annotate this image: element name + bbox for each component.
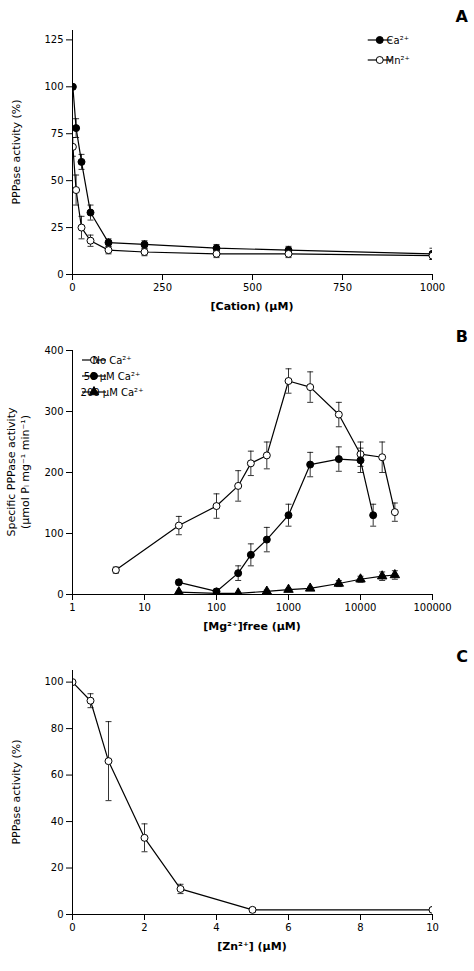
- svg-text:10: 10: [426, 922, 439, 933]
- svg-text:80: 80: [51, 723, 64, 734]
- svg-text:750: 750: [333, 282, 352, 293]
- svg-text:1: 1: [69, 602, 75, 613]
- svg-text:Mn²⁺: Mn²⁺: [386, 55, 410, 66]
- svg-text:0: 0: [69, 282, 75, 293]
- svg-text:100: 100: [44, 676, 63, 687]
- svg-text:[Zn²⁺] (μM): [Zn²⁺] (μM): [217, 940, 286, 953]
- svg-text:1000: 1000: [276, 602, 301, 613]
- svg-text:100: 100: [207, 602, 226, 613]
- svg-text:10: 10: [138, 602, 151, 613]
- svg-text:PPPase activity (%): PPPase activity (%): [10, 99, 23, 204]
- svg-text:400: 400: [44, 345, 63, 356]
- svg-text:[Cation) (μM): [Cation) (μM): [211, 300, 294, 313]
- svg-text:100000: 100000: [413, 602, 451, 613]
- svg-text:20: 20: [51, 862, 64, 873]
- svg-text:C: C: [456, 647, 468, 666]
- svg-text:[Mg²⁺]free (μM): [Mg²⁺]free (μM): [203, 620, 301, 633]
- svg-text:25: 25: [51, 222, 64, 233]
- svg-text:0: 0: [69, 922, 75, 933]
- svg-text:B: B: [456, 327, 468, 346]
- svg-text:60: 60: [51, 769, 64, 780]
- svg-text:0: 0: [57, 269, 63, 280]
- svg-text:500: 500: [243, 282, 262, 293]
- svg-text:200: 200: [44, 467, 63, 478]
- svg-text:75: 75: [51, 128, 64, 139]
- svg-text:PPPase activity (%): PPPase activity (%): [10, 739, 23, 844]
- svg-text:300: 300: [44, 406, 63, 417]
- svg-text:10000: 10000: [345, 602, 377, 613]
- svg-text:50 μM Ca²⁺: 50 μM Ca²⁺: [84, 371, 140, 382]
- svg-text:4: 4: [213, 922, 219, 933]
- svg-text:200 μM Ca²⁺: 200 μM Ca²⁺: [81, 387, 144, 398]
- svg-text:250: 250: [153, 282, 172, 293]
- svg-text:100: 100: [44, 528, 63, 539]
- svg-text:1000: 1000: [420, 282, 445, 293]
- svg-text:No Ca²⁺: No Ca²⁺: [92, 355, 131, 366]
- svg-text:0: 0: [57, 909, 63, 920]
- svg-text:8: 8: [357, 922, 363, 933]
- svg-text:A: A: [456, 7, 469, 26]
- svg-text:40: 40: [51, 816, 64, 827]
- svg-text:Specific PPPase activity(μmol: Specific PPPase activity(μmol Pᵢ mg⁻¹ mi…: [5, 407, 32, 536]
- svg-text:2: 2: [141, 922, 147, 933]
- svg-text:6: 6: [285, 922, 291, 933]
- svg-text:0: 0: [57, 589, 63, 600]
- svg-text:50: 50: [51, 175, 64, 186]
- svg-text:125: 125: [44, 34, 63, 45]
- svg-text:100: 100: [44, 81, 63, 92]
- svg-text:Ca²⁺: Ca²⁺: [387, 35, 409, 46]
